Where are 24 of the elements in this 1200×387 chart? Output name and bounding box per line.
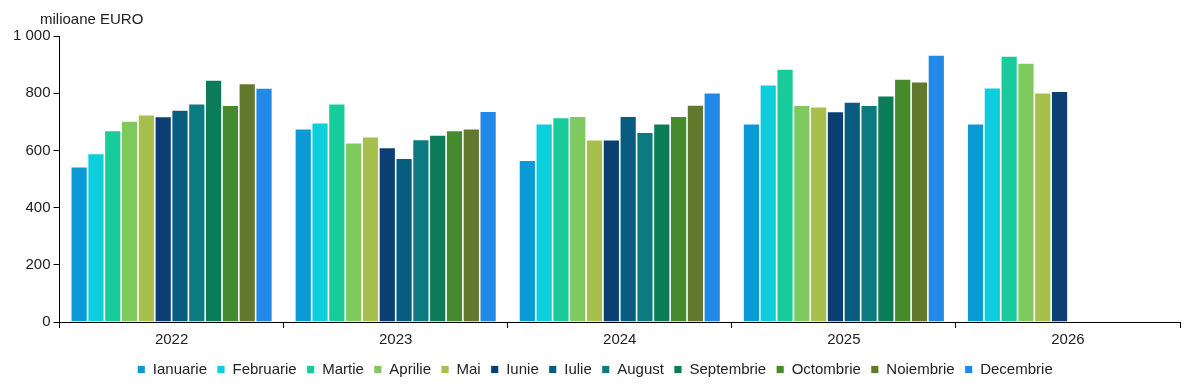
y-tick-label: 0 [42,312,51,330]
legend-label: Septembrie [689,359,767,377]
x-tick-label: 2025 [827,330,861,348]
x-tick-label: 2024 [603,330,637,348]
y-tick-label: 400 [25,197,51,215]
legend-label: Mai [456,359,481,377]
x-tick-label: 2022 [154,330,189,348]
legend-label: Aprilie [389,359,432,377]
y-tick-label: 600 [25,140,51,158]
legend-label: Noiembrie [886,359,955,377]
legend-label: Ianuarie [152,359,207,377]
x-tick-label: 2023 [378,330,413,348]
y-tick-label: 200 [25,254,51,272]
legend-label: Martie [322,359,364,377]
legend-label: Iunie [506,359,539,377]
y-tick-label: 1 000 [12,26,51,44]
y-tick-label: 800 [25,83,51,101]
legend-label: Decembrie [980,359,1053,377]
legend-label: Octombrie [791,359,861,377]
legend-label: Februarie [232,359,297,377]
x-tick-label: 2026 [1051,330,1085,348]
legend-label: Iulie [564,359,592,377]
legend-label: August [617,359,665,377]
y-axis-title: milioane EURO [40,9,144,27]
